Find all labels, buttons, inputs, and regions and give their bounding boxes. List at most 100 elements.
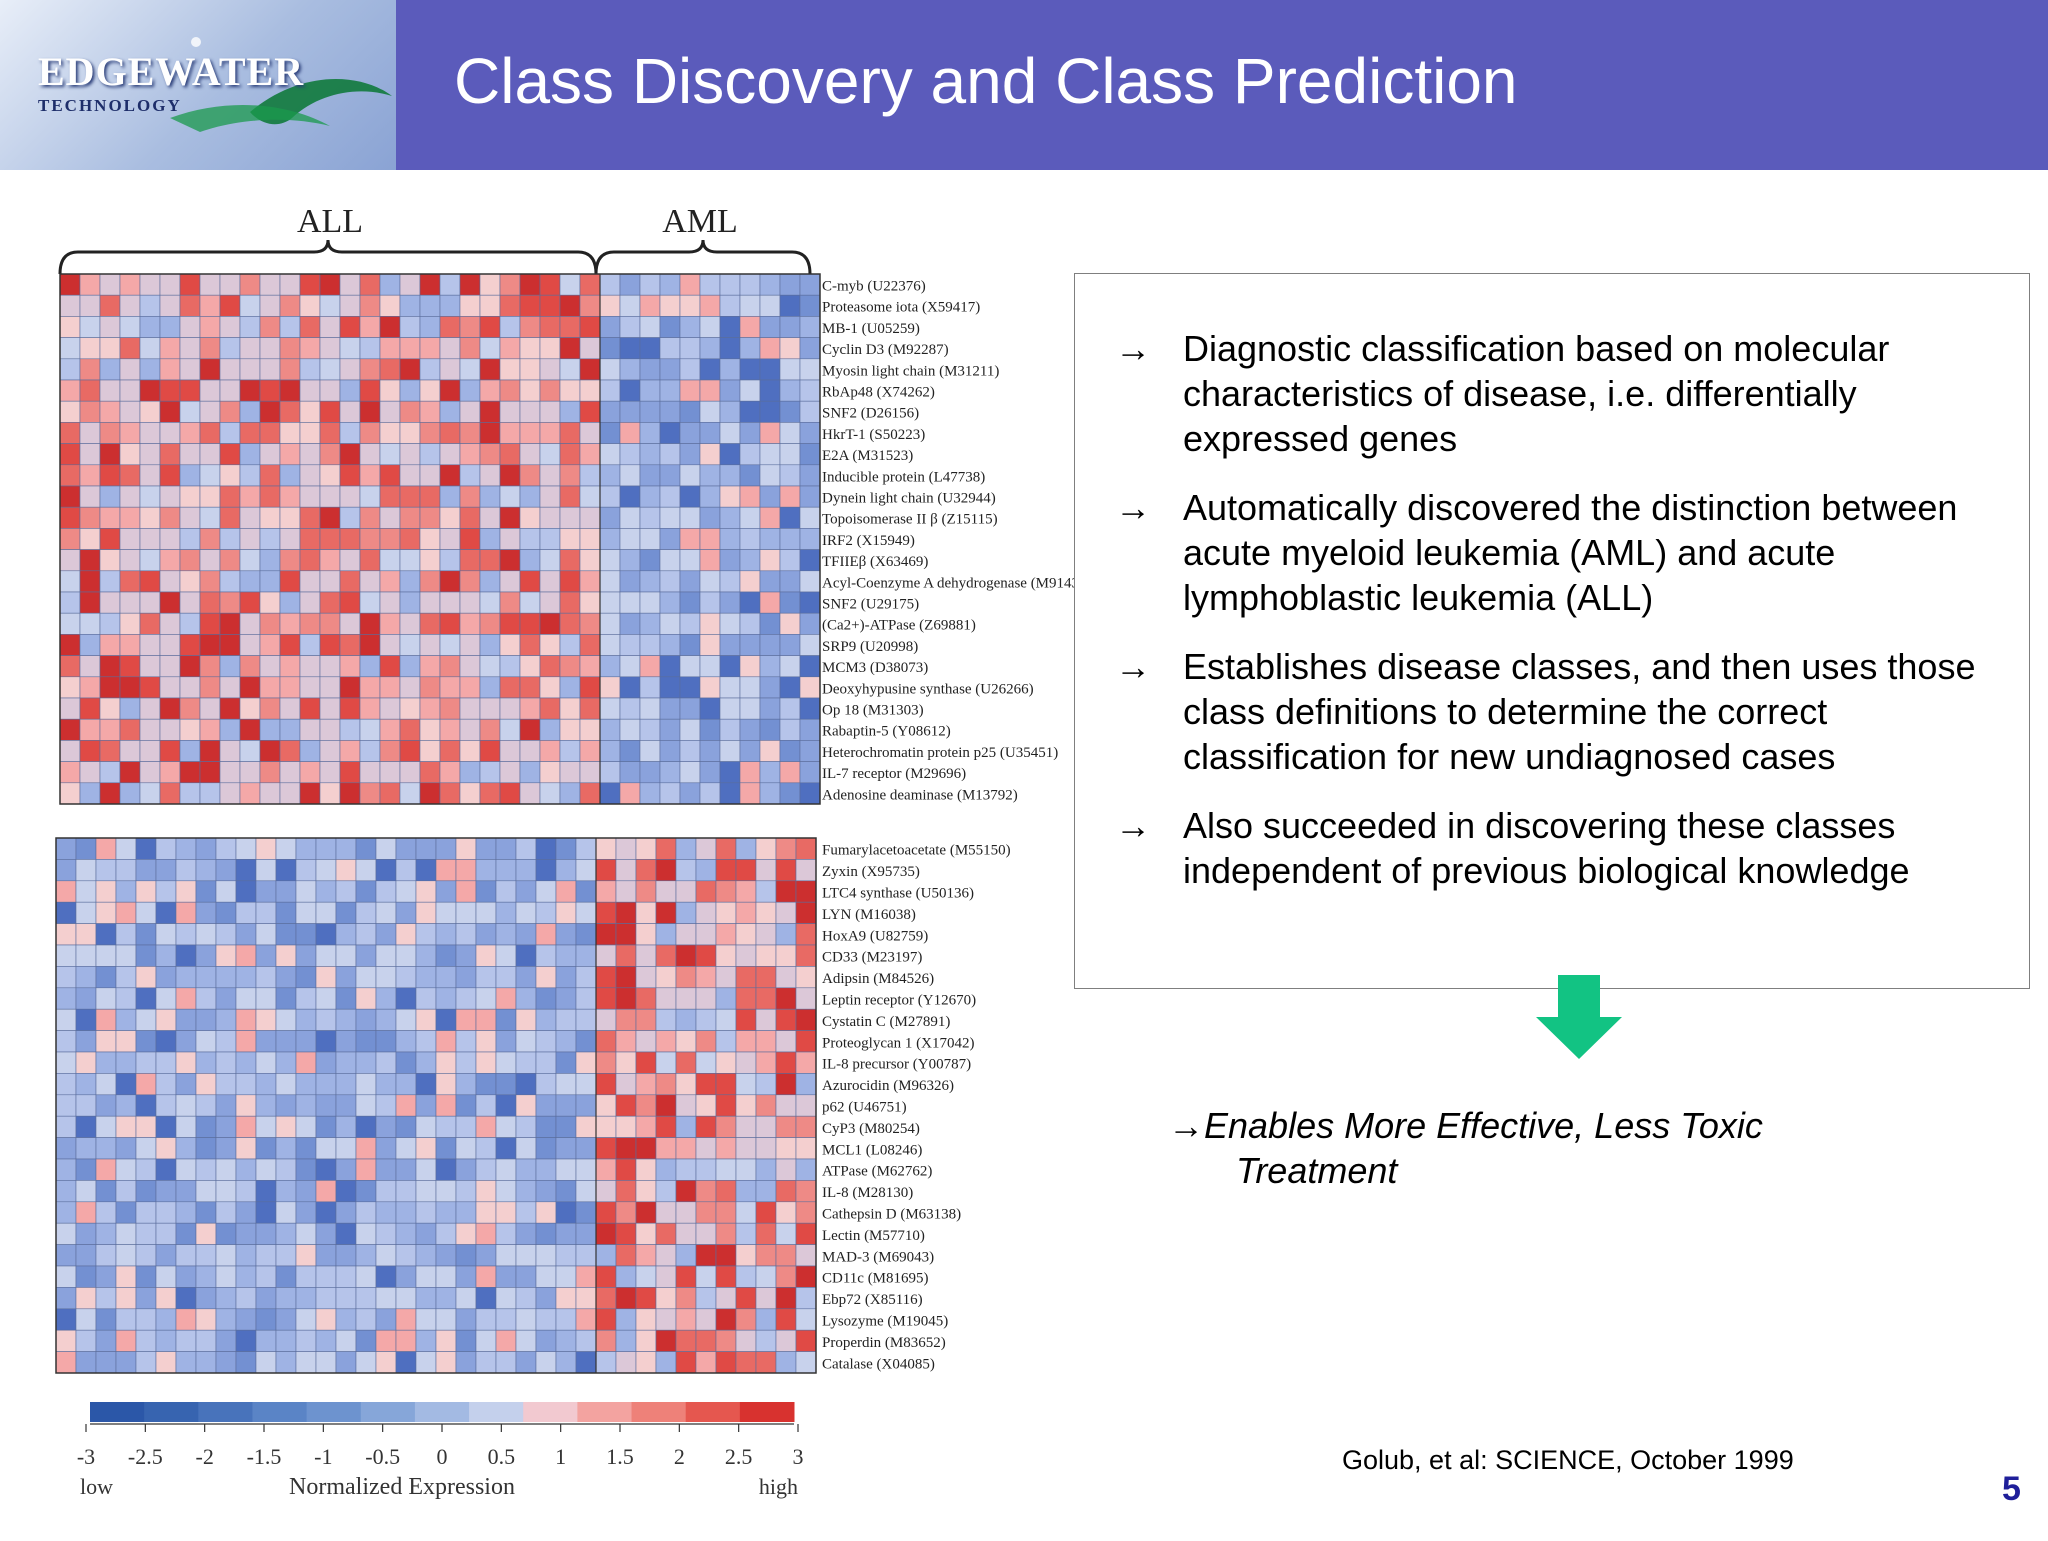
gene-label: CD11c (M81695) xyxy=(822,1271,929,1287)
heatmap-cell xyxy=(519,655,541,678)
heatmap-cell xyxy=(395,1308,417,1331)
heatmap-cell xyxy=(759,761,781,784)
heatmap-cell xyxy=(535,880,557,903)
heatmap-cell xyxy=(255,944,277,967)
heatmap-cell xyxy=(459,443,481,466)
gene-label: CyP3 (M80254) xyxy=(822,1121,920,1137)
heatmap-cell xyxy=(699,782,721,805)
heatmap-cell xyxy=(775,1051,797,1074)
heatmap-cell xyxy=(619,676,641,699)
heatmap-cell xyxy=(779,718,801,741)
heatmap-cell xyxy=(795,901,817,924)
heatmap-cell xyxy=(395,837,417,860)
heatmap-cell xyxy=(459,485,481,508)
heatmap-cell xyxy=(315,1244,337,1267)
heatmap-cell xyxy=(299,422,321,444)
heatmap-cell xyxy=(699,358,721,381)
heatmap-cell xyxy=(315,1329,337,1352)
heatmap-cell xyxy=(615,901,637,924)
heatmap-cell xyxy=(499,655,521,678)
heatmap-cell xyxy=(795,1158,817,1181)
heatmap-cell xyxy=(659,337,681,360)
heatmap-cell xyxy=(595,1244,617,1267)
heatmap-cell xyxy=(699,294,721,317)
heatmap-cell xyxy=(399,443,421,466)
heatmap-cell xyxy=(375,859,397,882)
heatmap-cell xyxy=(695,1158,717,1181)
heatmap-cell xyxy=(699,485,721,508)
heatmap-cell xyxy=(335,1351,357,1374)
heatmap-cell xyxy=(215,923,237,946)
heatmap-cell xyxy=(435,837,457,860)
heatmap-cell xyxy=(339,549,361,572)
heatmap-cell xyxy=(795,1244,817,1267)
heatmap-cell xyxy=(739,528,761,550)
heatmap-cell xyxy=(555,859,577,882)
heatmap-cell xyxy=(695,1094,717,1117)
heatmap-cell xyxy=(199,591,221,614)
bullet-text: Automatically discovered the distinction… xyxy=(1183,487,1958,618)
scale-tick-label: -3 xyxy=(77,1444,95,1469)
heatmap-cell xyxy=(559,570,581,593)
heatmap-cell xyxy=(559,718,581,741)
heatmap-cell xyxy=(135,880,157,903)
heatmap-cell xyxy=(499,528,521,550)
heatmap-cell xyxy=(439,697,461,720)
heatmap-cell xyxy=(295,1137,317,1160)
bullet-item: → Also succeeded in discovering these cl… xyxy=(1115,803,1995,893)
heatmap-cell xyxy=(155,1137,177,1160)
heatmap-cell xyxy=(539,294,561,317)
heatmap-cell xyxy=(219,485,241,508)
heatmap-cell xyxy=(415,1051,437,1074)
heatmap-cell xyxy=(715,1115,737,1138)
heatmap-cell xyxy=(559,528,581,550)
heatmap-cell xyxy=(55,1051,77,1074)
heatmap-cell xyxy=(475,1008,497,1031)
heatmap-cell xyxy=(735,923,757,946)
heatmap-cell xyxy=(779,337,801,360)
heatmap-cell xyxy=(435,1222,457,1245)
heatmap-cell xyxy=(575,944,597,967)
heatmap-cell xyxy=(355,944,377,967)
heatmap-cell xyxy=(115,987,137,1010)
heatmap-cell xyxy=(795,1030,817,1053)
heatmap-cell xyxy=(515,837,537,860)
heatmap-cell xyxy=(339,718,361,741)
heatmap-cell xyxy=(179,464,201,487)
scale-tick-label: -0.5 xyxy=(365,1444,400,1469)
heatmap-cell xyxy=(175,859,197,882)
heatmap-cell xyxy=(639,570,661,593)
heatmap-cell xyxy=(159,655,181,678)
heatmap-cell xyxy=(539,782,561,805)
heatmap-cell xyxy=(155,1180,177,1203)
heatmap-cell xyxy=(139,464,161,487)
heatmap-cell xyxy=(555,1244,577,1267)
heatmap-cell xyxy=(595,837,617,860)
heatmap-cell xyxy=(259,718,281,741)
heatmap-cell xyxy=(395,944,417,967)
heatmap-cell xyxy=(199,549,221,572)
heatmap-cell xyxy=(535,1351,557,1374)
heatmap-cell xyxy=(239,634,261,656)
heatmap-cell xyxy=(795,923,817,946)
heatmap-cell xyxy=(215,859,237,882)
heatmap-cell xyxy=(759,337,781,360)
heatmap-cell xyxy=(535,1158,557,1181)
heatmap-cell xyxy=(599,400,621,423)
heatmap-cell xyxy=(459,570,481,593)
heatmap-cell xyxy=(395,1137,417,1160)
heatmap-cell xyxy=(599,676,621,699)
heatmap-cell xyxy=(319,782,341,805)
heatmap-cell xyxy=(355,1008,377,1031)
heatmap-cell xyxy=(415,901,437,924)
heatmap-cell xyxy=(739,612,761,635)
heatmap-cell xyxy=(275,1158,297,1181)
heatmap-cell xyxy=(575,1201,597,1224)
heatmap-cell xyxy=(279,358,301,381)
heatmap-cell xyxy=(75,923,97,946)
heatmap-cell xyxy=(399,718,421,741)
heatmap-cell xyxy=(559,337,581,360)
heatmap-cell xyxy=(659,612,681,635)
heatmap-cell xyxy=(295,987,317,1010)
heatmap-cell xyxy=(259,528,281,550)
